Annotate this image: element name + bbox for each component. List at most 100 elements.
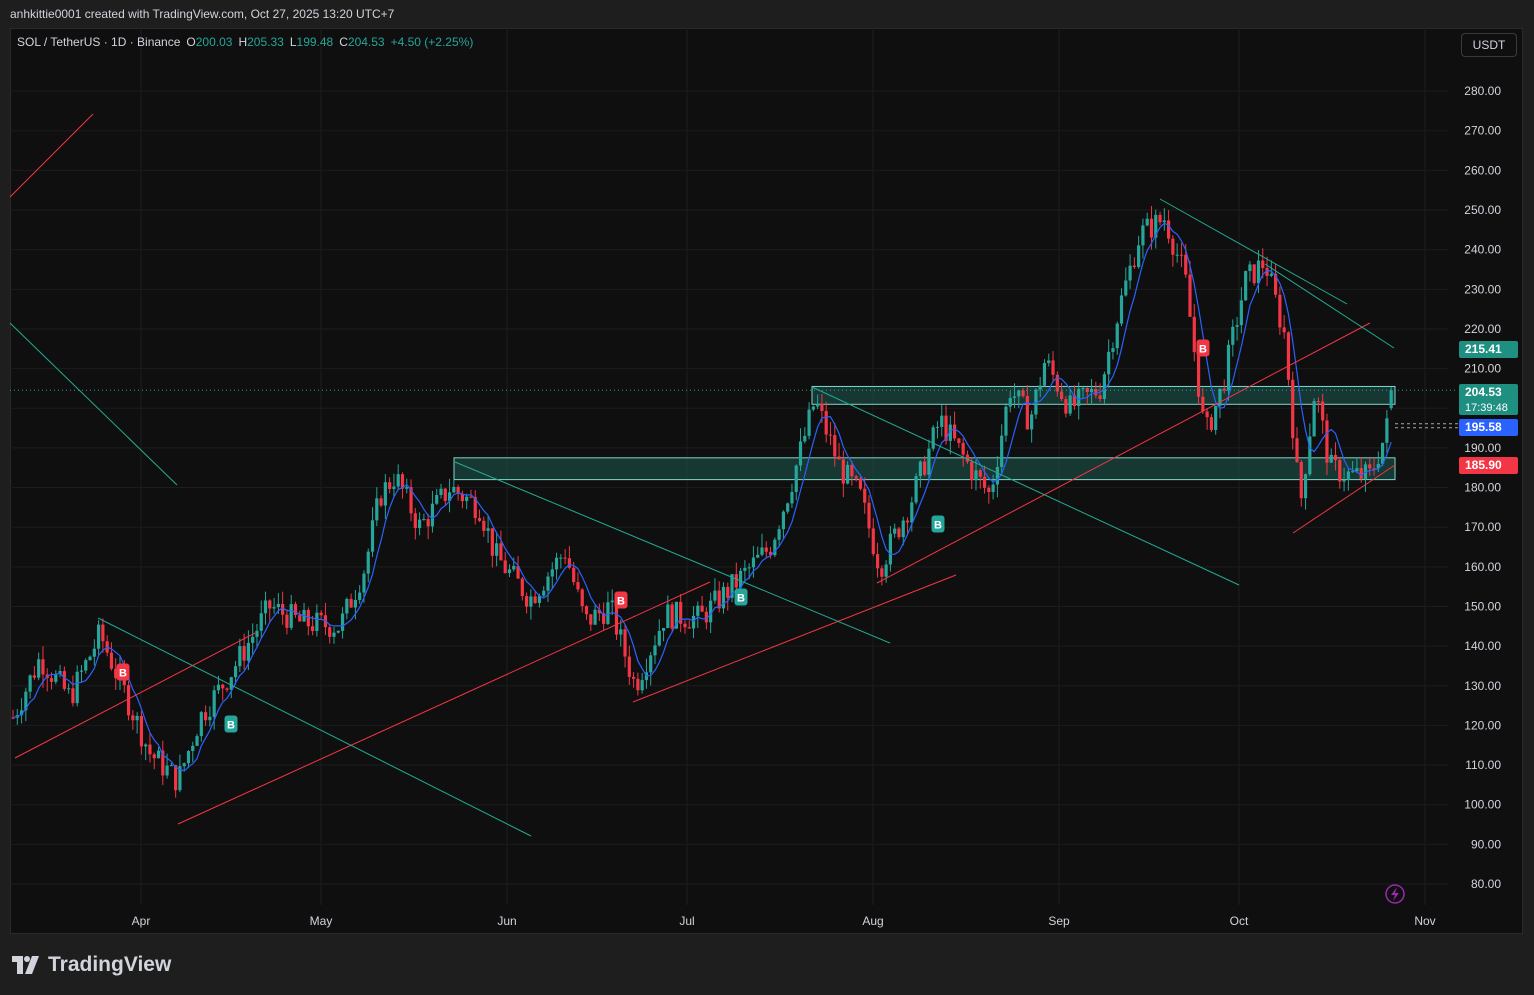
candle-body (593, 609, 597, 625)
candle-body (1047, 360, 1051, 364)
candle-body (1342, 479, 1346, 482)
candle-body (739, 570, 743, 588)
candle-body (276, 603, 280, 608)
candle-body (1214, 405, 1218, 431)
candle-body (619, 629, 623, 635)
candle-body (353, 600, 357, 608)
candle-body (970, 461, 974, 481)
candle-body (713, 590, 717, 601)
candle-body (1089, 389, 1094, 393)
sell-signal-badge[interactable] (614, 591, 628, 609)
y-axis-tick-label: 90.00 (1471, 837, 1501, 851)
moving-average-line (12, 222, 1392, 772)
signal-label: B (617, 596, 625, 608)
candle-body (178, 766, 182, 791)
candle-body (37, 659, 41, 678)
sell-signal-badge[interactable] (1196, 339, 1210, 357)
candle-body (1368, 464, 1372, 469)
candle-body (1042, 363, 1047, 386)
candle-body (1196, 352, 1201, 397)
candle-body (1137, 245, 1141, 268)
candle-body (923, 461, 927, 475)
candle-body (54, 674, 58, 682)
candle-body (901, 520, 905, 538)
trendline-red (177, 581, 711, 825)
chart-panel[interactable] (10, 28, 1523, 934)
candle-body (1128, 265, 1132, 281)
candle-body (1363, 464, 1368, 479)
candle-body (246, 642, 250, 661)
candle-body (482, 520, 486, 531)
candle-body (1171, 238, 1175, 255)
x-axis-tick-label: Jun (497, 914, 516, 928)
candle-body (405, 487, 409, 489)
candle-body (1060, 391, 1064, 400)
candle-body (953, 424, 957, 439)
candle-body (837, 456, 841, 460)
candle-body (867, 502, 871, 529)
ma-value-tag-text: 195.58 (1465, 420, 1502, 434)
candle-body (336, 630, 340, 633)
candle-body (340, 613, 345, 631)
candle-body (422, 519, 426, 521)
high-value: 205.33 (247, 35, 284, 49)
candle-body (1325, 420, 1329, 463)
buy-signal-badge[interactable] (224, 715, 238, 733)
close-value: 204.53 (347, 35, 385, 49)
candle-body (319, 612, 323, 616)
candle-body (670, 604, 674, 629)
candle-body (751, 557, 756, 568)
candle-body (606, 602, 610, 624)
buy-signal-badge[interactable] (734, 588, 748, 606)
candle-body (439, 488, 443, 496)
candle-body (525, 596, 529, 607)
candle-body (503, 560, 507, 573)
y-axis-tick-label: 220.00 (1464, 322, 1501, 336)
tradingview-logo[interactable]: TradingView (12, 952, 171, 978)
buy-signal-badge[interactable] (931, 515, 945, 533)
candle-body (1333, 454, 1338, 461)
currency-button[interactable]: USDT (1461, 33, 1517, 57)
candle-body (251, 636, 255, 643)
candle-body (430, 503, 435, 527)
candle-body (1038, 385, 1042, 390)
y-axis-tick-label: 150.00 (1464, 599, 1501, 613)
candle-body (542, 590, 546, 596)
symbol-label[interactable]: SOL / TetherUS · 1D · Binance (17, 35, 181, 49)
candle-body (709, 600, 713, 623)
candle-body (1179, 254, 1184, 256)
candle-body (1269, 273, 1273, 276)
candle-body (649, 655, 653, 673)
candle-body (1308, 436, 1312, 475)
candle-body (1012, 396, 1017, 398)
candle-body (161, 750, 165, 776)
open-value: 200.03 (195, 35, 233, 49)
candle-body (1102, 374, 1106, 400)
candle-body (875, 554, 880, 569)
candle-body (516, 565, 520, 579)
candle-body (1256, 260, 1261, 284)
y-axis-tick-label: 130.00 (1464, 679, 1501, 693)
candle-body (285, 614, 289, 628)
x-axis-tick-label: Sep (1048, 914, 1070, 928)
candle-body (370, 520, 375, 552)
last-price-tag-text: 204.53 (1465, 385, 1502, 399)
candle-body (272, 607, 276, 609)
sell-signal-badge[interactable] (116, 663, 130, 681)
candle-body (1389, 390, 1393, 409)
lightning-icon[interactable] (1385, 884, 1405, 904)
candle-body (529, 596, 533, 607)
signal-label: B (227, 720, 235, 732)
high-label: H (238, 35, 248, 49)
candle-body (820, 403, 824, 411)
candle-body (1175, 254, 1179, 256)
candle-body (1030, 414, 1034, 430)
candle-body (1085, 388, 1089, 393)
last-price-tag (1459, 384, 1518, 415)
candle-body (41, 659, 45, 675)
trendline-teal (97, 617, 532, 837)
candle-body (233, 666, 238, 678)
candle-body (854, 476, 858, 479)
candle-body (1205, 411, 1209, 418)
